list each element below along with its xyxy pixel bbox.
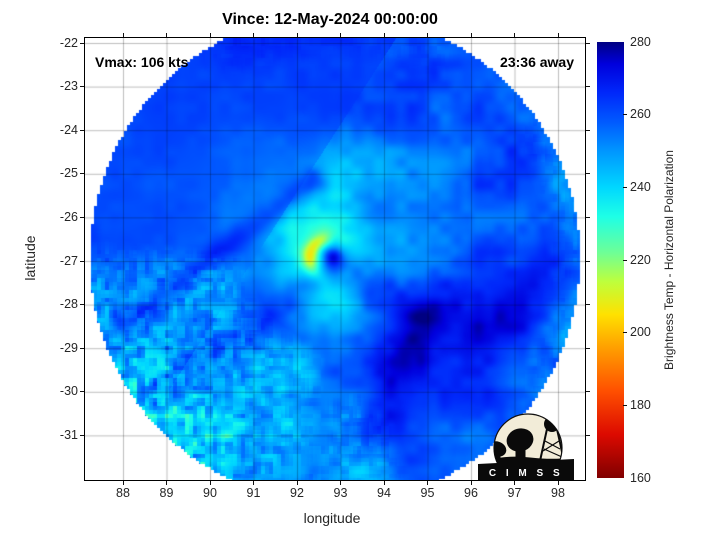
x-tick-mark (253, 481, 254, 485)
x-tick-mark-top (209, 33, 211, 37)
y-tick-mark-right (586, 391, 590, 393)
y-tick-mark (80, 260, 84, 262)
cimss-logo: C I M S S (478, 413, 574, 480)
colorbar-axis-label: Brightness Temp - Horizontal Polarizatio… (662, 150, 676, 370)
colorbar-tick-mark (623, 404, 627, 406)
x-tick-label: 98 (551, 486, 565, 500)
y-tick-label: -29 (59, 340, 78, 355)
storm-heatmap-canvas (85, 38, 585, 480)
x-tick-mark (557, 481, 559, 485)
colorbar-gradient (597, 42, 624, 478)
x-tick-mark-top (427, 33, 428, 37)
y-tick-label: -27 (59, 253, 78, 268)
y-tick-mark-right (586, 260, 590, 262)
x-tick-label: 91 (246, 486, 261, 500)
y-tick-label: -24 (59, 122, 78, 137)
x-tick-mark (427, 481, 428, 485)
x-tick-mark (296, 481, 298, 485)
colorbar-tick-mark (623, 332, 627, 334)
x-tick-mark (470, 481, 472, 485)
x-tick-mark (383, 481, 385, 485)
colorbar-tick-mark (623, 186, 627, 188)
x-tick-label: 92 (290, 486, 304, 500)
x-tick-mark-top (122, 33, 124, 37)
colorbar-tick-label: 200 (630, 325, 651, 340)
x-tick-label: 95 (420, 486, 435, 500)
page-title: Vince: 12-May-2024 00:00:00 (222, 11, 438, 28)
x-tick-mark-top (166, 33, 167, 37)
y-tick-label: -26 (59, 209, 78, 224)
colorbar-tick-label: 180 (630, 397, 651, 412)
x-tick-label: 93 (333, 486, 348, 500)
y-tick-mark-right (586, 86, 590, 88)
y-tick-mark-right (586, 304, 590, 306)
y-tick-mark-right (586, 129, 590, 131)
y-tick-label: -28 (59, 297, 78, 312)
y-tick-label: -30 (59, 384, 78, 399)
colorbar-tick-label: 220 (630, 252, 651, 267)
colorbar-tick-label: 160 (630, 470, 651, 485)
x-tick-label: 89 (159, 486, 174, 500)
x-tick-label: 88 (116, 486, 130, 500)
colorbar-tick-mark (623, 259, 627, 261)
colorbar-tick-mark (623, 114, 627, 116)
colorbar-tick-label: 280 (630, 34, 651, 49)
x-tick-mark-top (340, 33, 341, 37)
y-tick-label: -31 (59, 427, 78, 442)
y-tick-mark (80, 391, 84, 393)
x-tick-mark (166, 481, 167, 485)
x-tick-mark-top (296, 33, 298, 37)
y-tick-mark (80, 434, 84, 436)
y-tick-mark (80, 86, 84, 88)
x-tick-mark-top (470, 33, 472, 37)
y-tick-mark (80, 304, 84, 306)
x-tick-mark-top (383, 33, 385, 37)
y-tick-mark-right (586, 216, 590, 218)
y-tick-label: -22 (59, 35, 78, 50)
x-tick-mark-top (514, 33, 515, 37)
eta-annotation: 23:36 away (500, 54, 574, 70)
satellite-dish-icon (506, 428, 534, 460)
y-tick-mark-right (586, 434, 590, 436)
y-tick-mark (80, 216, 84, 218)
x-axis-label: longitude (303, 510, 361, 526)
y-tick-mark-right (586, 42, 590, 44)
x-tick-mark (209, 481, 211, 485)
x-tick-label: 94 (377, 486, 391, 500)
logo-banner-text: C I M S S (489, 468, 563, 479)
y-tick-mark (80, 129, 84, 131)
x-tick-mark (122, 481, 124, 485)
x-tick-label: 97 (507, 486, 522, 500)
y-tick-mark-right (586, 173, 590, 175)
y-tick-label: -23 (59, 79, 78, 94)
x-tick-mark-top (253, 33, 254, 37)
x-tick-label: 90 (203, 486, 217, 500)
vmax-annotation: Vmax: 106 kts (95, 54, 189, 70)
plot-area: Vmax: 106 kts 23:36 away (84, 37, 586, 481)
x-tick-mark-top (557, 33, 559, 37)
y-tick-mark (80, 173, 84, 175)
logo-banner (478, 459, 574, 480)
x-tick-mark (340, 481, 341, 485)
y-tick-mark (80, 42, 84, 44)
colorbar (597, 42, 624, 478)
x-tick-mark (514, 481, 515, 485)
colorbar-tick-label: 260 (630, 107, 651, 122)
y-tick-mark-right (586, 347, 590, 349)
colorbar-tick-label: 240 (630, 179, 651, 194)
y-tick-mark (80, 347, 84, 349)
x-tick-label: 96 (464, 486, 478, 500)
y-tick-label: -25 (59, 166, 78, 181)
